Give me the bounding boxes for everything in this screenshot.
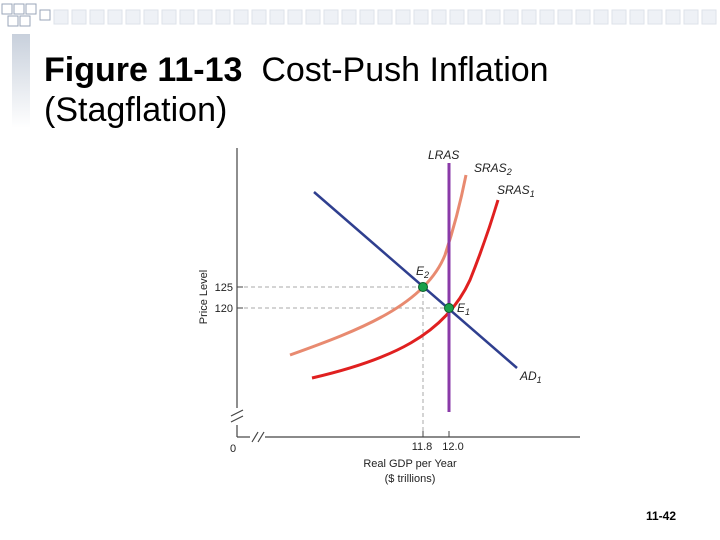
e1-label-sub: 1 [465,307,470,317]
x-axis-label-line-1: Real GDP per Year [363,458,457,470]
origin-label: 0 [230,443,236,455]
y-axis-break [230,409,244,417]
ad1-line [313,191,518,369]
sras2-label-main: SRAS [474,161,507,175]
sras1-label: SRAS1 [497,183,535,199]
y-tick-label-120: 120 [215,303,233,315]
x-axis-break-2 [257,431,265,443]
x-tick-label-12-0: 12.0 [442,441,463,453]
title-text: Cost-Push Inflation [261,51,549,89]
sras2-curve [289,174,468,357]
figure-number: Figure 11-13 [44,51,243,89]
sras2-label: SRAS2 [474,161,512,177]
sras1-label-sub: 1 [530,189,535,199]
x-axis-label-line-2: ($ trillions) [385,473,436,485]
sras1-label-main: SRAS [497,183,530,197]
y-tick-label-125: 125 [215,282,233,294]
x-axis-break [251,431,259,443]
slide-title: Figure 11-13 Cost-Push Inflation (Stagfl… [44,50,549,130]
equilibrium-point-e2 [418,282,428,292]
e2-label-main: E [416,264,425,278]
e2-label: E2 [416,264,429,280]
e1-label-main: E [457,301,466,315]
equilibrium-point-e1 [444,303,454,313]
lras-label: LRAS [428,148,459,162]
e2-label-sub: 2 [423,270,429,280]
sras2-label-sub: 2 [506,167,512,177]
x-tick-label-11-8: 11.8 [412,441,433,453]
y-axis-break-2 [230,415,244,423]
slide-number: 11-42 [645,509,676,523]
ad1-label-sub: 1 [537,375,542,385]
ad1-label-main: AD [519,369,537,383]
decorative-squares [1,3,717,27]
e1-label: E1 [457,301,470,317]
ad1-label: AD1 [519,369,542,385]
y-axis-label: Price Level [198,270,210,324]
title-accent-bar [12,34,30,128]
sras1-curve [311,199,500,380]
title-line-2: (Stagflation) [44,91,228,129]
